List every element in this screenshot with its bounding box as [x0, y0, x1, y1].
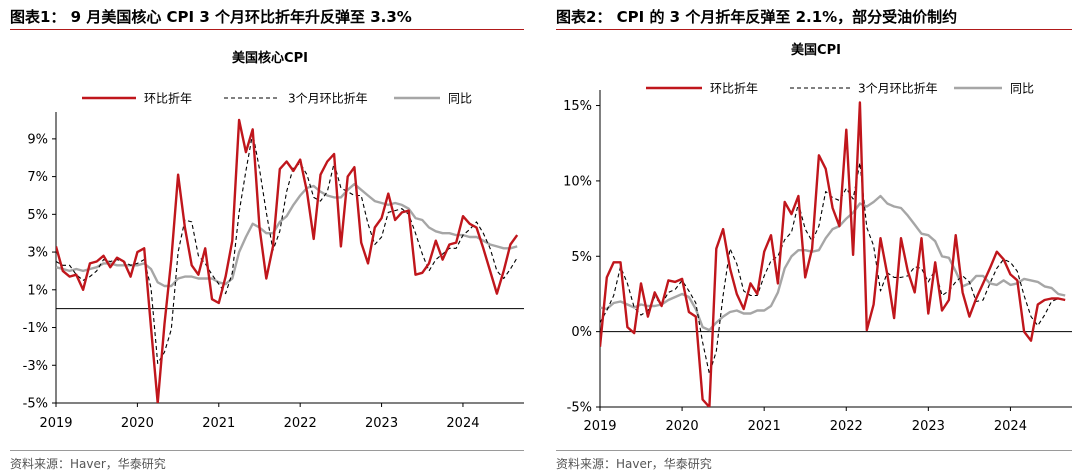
- core-cpi-chart: 美国核心CPI 环比折年 3个月环比折年 同比 9% 7% 5% 3% 1% -1% -3% -5% 2…: [23, 50, 524, 431]
- chart-title: 美国核心CPI: [232, 50, 308, 66]
- x-tick-label: 2021: [202, 416, 235, 431]
- x-tick-label: 2022: [284, 416, 317, 431]
- y-tick-label: 15%: [563, 99, 592, 114]
- x-tick-label: 2023: [912, 419, 945, 434]
- y-tick-label: -5%: [23, 397, 48, 412]
- x-tick-label: 2019: [583, 419, 616, 434]
- legend-label: 同比: [1010, 82, 1034, 96]
- x-tick-label: 2022: [830, 419, 863, 434]
- y-tick-label: 7%: [27, 170, 48, 185]
- y-tick-label: 10%: [563, 174, 592, 189]
- figure-2-panel: 美国CPI 环比折年 3个月环比折年 同比 15% 10% 5% 0% -5% 2019 2020 2…: [550, 32, 1072, 452]
- legend-label: 环比折年: [144, 91, 192, 106]
- x-tick-label: 2021: [748, 419, 781, 434]
- y-tick-label: 1%: [27, 283, 48, 298]
- figure-1-heading: 图表1： 9 月美国核心 CPI 3 个月环比折年升反弹至 3.3%: [10, 8, 412, 26]
- y-tick-label: 0%: [571, 325, 592, 340]
- y-tick-label: -5%: [567, 401, 592, 416]
- series-line-1: [56, 132, 518, 364]
- figure-2-source-rule: [556, 450, 1072, 451]
- figure-1-source-rule: [10, 450, 524, 451]
- series-line-0: [56, 118, 519, 403]
- figure-2-heading: 图表2： CPI 的 3 个月折年反弹至 2.1%，部分受油价制约: [556, 8, 958, 26]
- x-tick-label: 2019: [39, 416, 72, 431]
- y-tick-label: 5%: [27, 208, 48, 223]
- figure-2-source: 资料来源：Haver，华泰研究: [556, 457, 712, 471]
- chart-title: 美国CPI: [791, 42, 841, 58]
- series-line-1: [600, 162, 1066, 375]
- figure-1-title-rule: [10, 29, 524, 30]
- legend-label: 环比折年: [710, 81, 758, 96]
- series-line-2: [56, 182, 518, 288]
- x-tick-label: 2024: [446, 416, 479, 431]
- figure-2-title-rule: [556, 29, 1072, 30]
- x-tick-label: 2023: [365, 416, 398, 431]
- x-tick-label: 2020: [121, 416, 154, 431]
- y-tick-label: -1%: [23, 321, 48, 336]
- series-line-0: [600, 101, 1066, 407]
- legend-label: 同比: [448, 92, 472, 106]
- figure-1-panel: 美国核心CPI 环比折年 3个月环比折年 同比 9% 7% 5% 3% 1% -1% -3% -5% 2…: [2, 32, 524, 452]
- legend-label: 3个月环比折年: [288, 91, 368, 106]
- x-tick-label: 2020: [666, 419, 699, 434]
- y-tick-label: 3%: [27, 246, 48, 261]
- figure-1-source: 资料来源：Haver，华泰研究: [10, 457, 166, 471]
- y-tick-label: 9%: [27, 132, 48, 147]
- headline-cpi-chart: 美国CPI 环比折年 3个月环比折年 同比 15% 10% 5% 0% -5% 2019 2020 2…: [563, 42, 1072, 434]
- y-tick-label: -3%: [23, 359, 48, 374]
- y-tick-label: 5%: [571, 250, 592, 265]
- series-line-2: [600, 194, 1066, 332]
- x-tick-label: 2024: [994, 419, 1027, 434]
- legend-label: 3个月环比折年: [858, 81, 938, 96]
